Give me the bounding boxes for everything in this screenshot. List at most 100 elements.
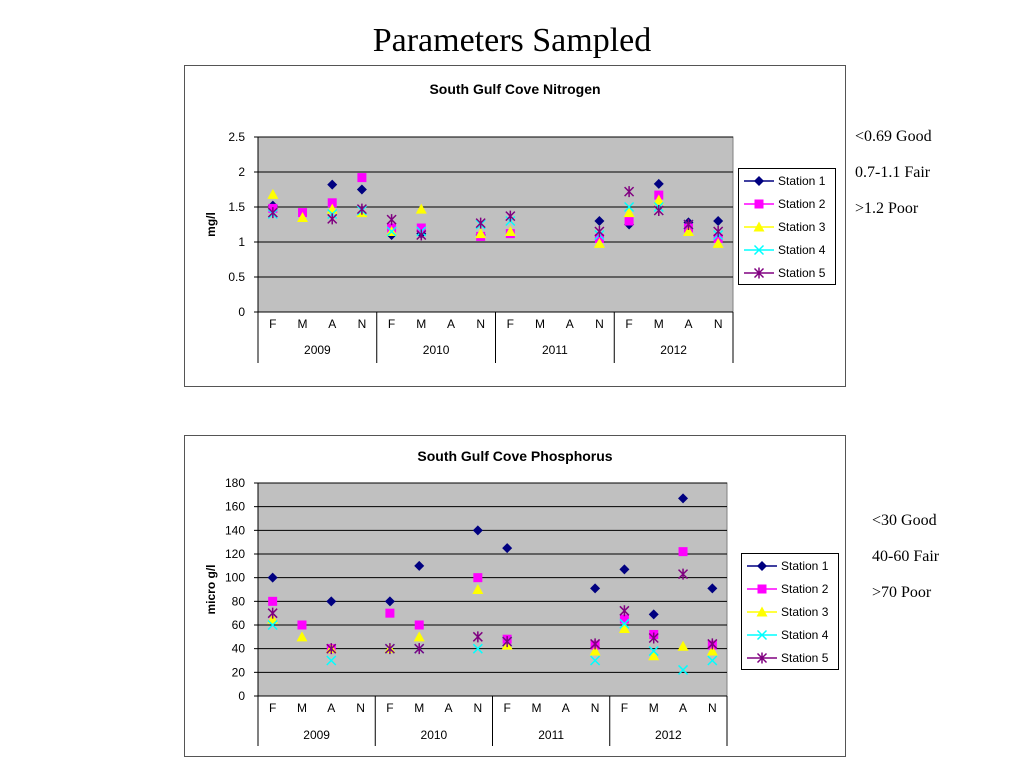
legend-marker xyxy=(753,244,765,255)
x-tick-label: M xyxy=(531,701,541,715)
legend-entry: Station 5 xyxy=(739,261,835,284)
nitrogen-scale-fair: 0.7-1.1 Fair xyxy=(855,164,931,181)
legend-label: Station 1 xyxy=(778,173,826,188)
x-tick-label: F xyxy=(507,317,514,331)
data-point xyxy=(594,226,605,237)
y-tick-label: 20 xyxy=(232,665,246,679)
phosphorus-scale-notes: <30 Good 40-60 Fair >70 Poor xyxy=(872,512,939,620)
legend-entry: Station 5 xyxy=(742,646,838,669)
data-point xyxy=(707,655,718,666)
y-tick-label: 160 xyxy=(225,500,245,514)
legend-label: Station 5 xyxy=(778,265,826,280)
legend-swatch xyxy=(744,221,774,231)
data-point xyxy=(712,237,724,248)
data-point xyxy=(619,614,629,624)
legend-swatch xyxy=(744,244,774,255)
x-group-label: 2012 xyxy=(660,343,687,357)
data-point xyxy=(713,226,724,237)
data-point xyxy=(618,623,630,634)
legend-entry: Station 4 xyxy=(742,623,838,646)
data-point xyxy=(268,596,278,606)
legend-marker xyxy=(756,606,768,616)
x-tick-label: M xyxy=(297,701,307,715)
x-tick-label: F xyxy=(386,701,393,715)
data-point xyxy=(416,223,426,233)
y-tick-label: 2.5 xyxy=(228,130,245,144)
data-point xyxy=(327,198,337,208)
data-point xyxy=(385,608,395,618)
legend-entry: Station 4 xyxy=(739,238,835,261)
data-point xyxy=(297,212,309,222)
chart-title: South Gulf Cove Nitrogen xyxy=(429,81,600,97)
legend-entry: Station 1 xyxy=(742,554,838,577)
legend-label: Station 2 xyxy=(781,581,829,596)
data-point xyxy=(413,631,425,642)
x-group-label: 2009 xyxy=(304,343,331,357)
legend-swatch xyxy=(747,584,777,593)
x-tick-label: A xyxy=(684,317,692,331)
data-point xyxy=(590,655,601,666)
data-point xyxy=(384,596,395,607)
data-point xyxy=(326,596,337,607)
legend-marker xyxy=(756,629,768,640)
phosphorus-scale-poor: >70 Poor xyxy=(872,584,932,601)
y-tick-label: 100 xyxy=(225,571,245,585)
legend-marker xyxy=(753,267,765,278)
legend-marker xyxy=(756,652,768,663)
data-point xyxy=(327,179,338,190)
y-tick-label: 180 xyxy=(225,476,245,490)
data-point xyxy=(505,210,516,222)
legend-swatch xyxy=(744,267,774,278)
legend-label: Station 3 xyxy=(778,219,826,234)
x-tick-label: M xyxy=(654,317,664,331)
legend-swatch xyxy=(747,629,777,640)
legend-entry: Station 3 xyxy=(739,215,835,238)
x-tick-label: A xyxy=(328,317,336,331)
data-point xyxy=(384,643,395,655)
data-point xyxy=(648,650,660,661)
data-point xyxy=(356,203,367,215)
data-point xyxy=(653,178,664,189)
data-point xyxy=(472,643,483,654)
slide-title: Parameters Sampled xyxy=(372,22,652,59)
x-tick-label: F xyxy=(503,701,510,715)
nitrogen-scale-notes: <0.69 Good 0.7-1.1 Fair >1.2 Poor xyxy=(855,128,932,236)
data-point xyxy=(414,643,425,655)
x-group-label: 2011 xyxy=(538,728,564,742)
data-point xyxy=(619,605,630,617)
data-point xyxy=(707,638,718,650)
x-tick-label: M xyxy=(414,701,424,715)
data-point xyxy=(678,664,689,675)
x-group-label: 2012 xyxy=(655,728,682,742)
data-point xyxy=(653,194,665,205)
x-tick-label: M xyxy=(298,317,308,331)
legend-label: Station 4 xyxy=(781,627,829,642)
plot-area xyxy=(257,136,734,313)
legend-swatch xyxy=(747,652,777,663)
data-point xyxy=(619,618,630,629)
x-tick-label: F xyxy=(388,317,395,331)
data-point xyxy=(297,620,307,630)
x-tick-label: F xyxy=(625,317,632,331)
data-point xyxy=(386,214,397,226)
x-group-label: 2010 xyxy=(423,343,450,357)
phosphorus-scale-good: <30 Good xyxy=(872,512,937,529)
legend-swatch xyxy=(744,175,774,186)
x-tick-label: A xyxy=(566,317,574,331)
y-axis-title: micro g/l xyxy=(204,564,218,614)
phosphorus-chart: South Gulf Cove Phosphorus 0 20 40 60 80 100 12… xyxy=(184,435,846,757)
data-point xyxy=(619,564,630,575)
data-point xyxy=(590,638,601,650)
data-point xyxy=(504,226,516,236)
x-group-label: 2011 xyxy=(542,343,568,357)
y-tick-label: 60 xyxy=(232,618,246,632)
x-tick-label: N xyxy=(356,701,365,715)
data-point xyxy=(415,203,427,214)
data-point xyxy=(386,226,397,237)
plot-area xyxy=(257,482,728,697)
data-point xyxy=(677,640,689,651)
data-point xyxy=(593,237,605,248)
data-point xyxy=(472,584,484,594)
data-point xyxy=(707,583,718,594)
phosphorus-scale-fair: 40-60 Fair xyxy=(872,548,940,565)
